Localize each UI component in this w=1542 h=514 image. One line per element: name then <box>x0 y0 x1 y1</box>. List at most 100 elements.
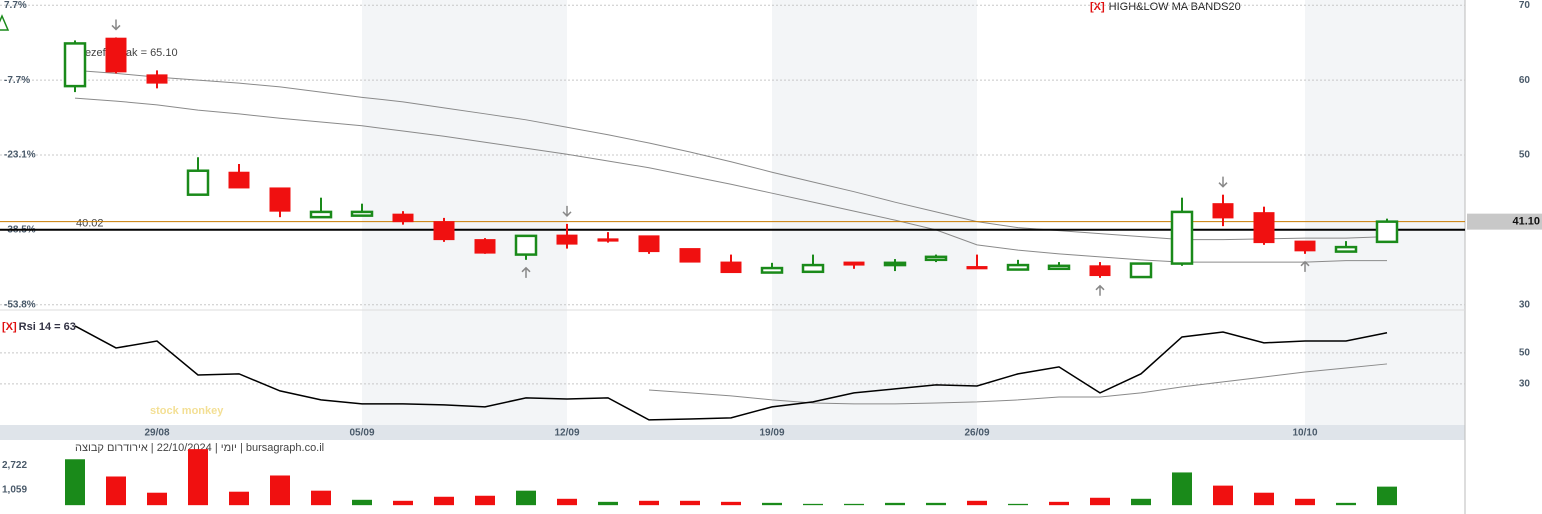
y-tick-label: 50 <box>1519 348 1531 359</box>
y-tick-label: 1,059 <box>2 484 27 495</box>
x-tick-label: 10/10 <box>1292 428 1317 439</box>
date-strip <box>0 425 1465 440</box>
y-tick-label-left: 7.7% <box>4 0 27 11</box>
y-tick-label-left: -7.7% <box>4 75 30 86</box>
candle-body <box>350 210 374 217</box>
candle-body <box>105 37 127 73</box>
x-tick-label: 12/09 <box>554 428 579 439</box>
signal-arrow <box>562 205 572 217</box>
week-shade <box>772 0 977 425</box>
candle-body <box>1006 263 1030 271</box>
last-price-label: 41.10 <box>1512 216 1540 228</box>
indicator-legend[interactable]: [X] HIGH&LOW MA BANDS20 <box>1090 1 1241 13</box>
line <box>74 325 1388 421</box>
y-tick-label: 30 <box>1519 299 1531 310</box>
candle-body <box>1129 262 1153 279</box>
caption: יומי | 22/10/2024 | אירודרום קבוצה | bur… <box>75 442 324 454</box>
volume-bar <box>1131 498 1151 506</box>
y-tick-label: 50 <box>1519 150 1531 161</box>
y-tick-label: 60 <box>1519 75 1531 86</box>
candle-body <box>1334 245 1358 253</box>
signal-arrow <box>521 266 531 278</box>
volume-bar <box>1254 492 1274 506</box>
candle-body <box>1253 212 1275 244</box>
volume-bar <box>188 449 208 506</box>
volume-bar <box>1049 501 1069 506</box>
candle-body <box>146 74 168 84</box>
annotation: Rezef Break = 65.10 <box>77 47 178 59</box>
candle-body <box>474 239 496 254</box>
volume-bar <box>475 495 495 506</box>
candle-body <box>433 221 455 241</box>
volume-bar <box>926 502 946 506</box>
volume-bar <box>352 499 372 506</box>
y-tick-label-left: -23.1% <box>4 150 36 161</box>
volume-bar <box>680 500 700 506</box>
candle-body <box>1089 265 1111 277</box>
volume-bar <box>762 502 782 506</box>
volume-bar <box>1336 502 1356 506</box>
volume-bar <box>1172 472 1192 506</box>
x-tick-label: 26/09 <box>964 428 989 439</box>
volume-bar <box>393 500 413 506</box>
watermark: stock monkey <box>150 405 224 417</box>
signal-arrow <box>1095 284 1105 296</box>
volume-bar <box>229 491 249 506</box>
candle-body <box>1212 203 1234 219</box>
signal-arrow <box>1218 176 1228 188</box>
candle-body <box>1294 240 1316 252</box>
volume-bar <box>721 501 741 506</box>
candle-body <box>720 261 742 274</box>
close-icon[interactable]: [X] <box>2 321 17 333</box>
candle-body <box>883 261 907 267</box>
x-tick-label: 19/09 <box>759 428 784 439</box>
volume-bar <box>1295 498 1315 506</box>
candle-body <box>843 261 865 266</box>
candle-body <box>392 213 414 223</box>
volume-bar <box>516 490 536 506</box>
candle-body <box>186 169 210 196</box>
volume-bar <box>639 500 659 506</box>
rsi-legend[interactable]: [X] Rsi 14 = 63 <box>2 321 76 333</box>
rsi-title: Rsi 14 = 63 <box>19 321 76 333</box>
price-line-label: 40.02 <box>76 218 104 230</box>
y-tick-label: 2,722 <box>2 460 27 471</box>
line <box>648 363 1388 405</box>
candle-body <box>228 171 250 189</box>
volume-bar <box>1377 486 1397 506</box>
signal-arrow <box>111 19 121 31</box>
candle-body <box>556 234 578 245</box>
x-tick-label: 05/09 <box>349 428 374 439</box>
candle-body <box>269 187 291 212</box>
candle-body <box>679 248 701 263</box>
y-tick-label: 30 <box>1519 379 1531 390</box>
signal-arrow <box>1300 260 1310 272</box>
volume-bar <box>598 501 618 506</box>
close-icon[interactable]: [X] <box>1090 1 1105 13</box>
candle-body <box>801 263 825 274</box>
volume-bar <box>967 500 987 506</box>
y-tick-label: 70 <box>1519 0 1531 11</box>
indicator-label: HIGH&LOW MA BANDS20 <box>1109 1 1241 13</box>
candle-body <box>638 235 660 253</box>
week-shade <box>1305 0 1465 425</box>
y-tick-label-left: -53.8% <box>4 299 36 310</box>
volume-bar <box>270 475 290 506</box>
volume-bar <box>844 503 864 506</box>
volume-bar <box>311 490 331 506</box>
line <box>74 97 1387 263</box>
last-price-box <box>1467 213 1542 230</box>
volume-bar <box>885 502 905 506</box>
candle-body <box>1047 264 1071 271</box>
volume-bar <box>557 498 577 506</box>
volume-bar <box>147 492 167 506</box>
volume-bar <box>65 459 85 506</box>
volume-bar <box>1090 497 1110 506</box>
week-shade <box>362 0 567 425</box>
volume-bar <box>803 503 823 506</box>
candle-body <box>1170 210 1194 265</box>
candle-body <box>309 210 333 219</box>
candle-body <box>63 42 87 88</box>
candle-body <box>924 255 948 262</box>
